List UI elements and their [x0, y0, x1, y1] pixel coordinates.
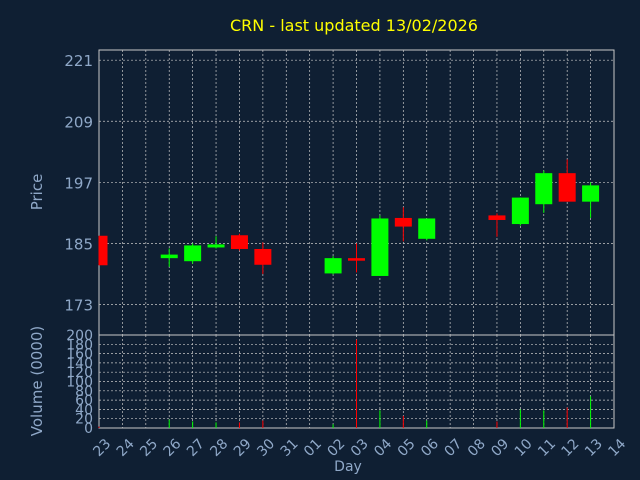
x-axis-label: Day [334, 459, 362, 475]
volume-y-tick-label: 20 [75, 412, 93, 428]
candle [371, 215, 389, 276]
x-tick-label: 12 [559, 436, 583, 460]
x-tick-label: 05 [395, 436, 419, 460]
x-tick-label: 10 [512, 436, 536, 460]
candle [184, 243, 202, 264]
candle [348, 243, 365, 273]
x-tick-label: 26 [161, 436, 185, 460]
candle [230, 233, 248, 251]
candle-body [160, 254, 178, 259]
price-y-tick-label: 185 [64, 235, 93, 253]
volume-y-tick-label: 200 [66, 328, 93, 344]
candle-body [324, 258, 342, 274]
volume-y-tick-label: 100 [66, 375, 93, 391]
candle [511, 197, 529, 226]
price-y-axis-label: Price [28, 174, 46, 211]
candle-body [184, 245, 202, 262]
x-tick-label: 29 [231, 436, 255, 460]
candle-body [394, 217, 412, 227]
volume-y-tick-label: 140 [66, 356, 93, 372]
candle-body [254, 248, 272, 265]
x-tick-label: 01 [301, 436, 325, 460]
x-tick-label: 09 [488, 436, 512, 460]
x-tick-label: 11 [535, 436, 559, 460]
candle-body [371, 218, 389, 276]
x-tick-label: 13 [582, 436, 606, 460]
candle-body [535, 173, 553, 205]
volume-y-tick-label: 0 [84, 421, 93, 437]
x-axis-ticks: 23 24 25 26 27 28 29 30 31 01 02 03 04 05 06 07 08 09 10 11… [90, 436, 629, 460]
candles [98, 159, 600, 276]
price-y-tick-label: 209 [64, 113, 93, 131]
x-tick-label: 04 [371, 436, 395, 460]
x-tick-label: 08 [465, 436, 489, 460]
candle [254, 242, 272, 274]
candle [535, 170, 553, 213]
price-grid [98, 50, 615, 335]
candle [394, 207, 412, 242]
x-tick-label: 31 [278, 436, 302, 460]
candle [582, 182, 600, 218]
candle-body [99, 235, 108, 266]
x-tick-label: 25 [137, 436, 161, 460]
volume-bars [98, 339, 592, 428]
x-tick-label: 30 [254, 436, 278, 460]
x-tick-label: 02 [324, 436, 348, 460]
price-y-tick-label: 173 [64, 296, 93, 314]
candle [324, 256, 342, 275]
price-y-ticks: 173 185 197 209 221 [64, 52, 93, 314]
price-y-tick-label: 197 [64, 174, 93, 192]
volume-y-tick-label: 60 [75, 393, 93, 409]
x-tick-label: 06 [418, 436, 442, 460]
candle-body [558, 173, 576, 202]
volume-y-tick-label: 120 [66, 365, 93, 381]
chart-title: CRN - last updated 13/02/2026 [230, 16, 478, 35]
volume-y-tick-label: 180 [66, 337, 93, 353]
candle [558, 159, 576, 202]
volume-y-tick-label: 40 [75, 402, 93, 418]
candle [98, 235, 108, 266]
candle [207, 236, 225, 249]
x-tick-label: 23 [90, 436, 114, 460]
candle-body [230, 235, 248, 249]
price-y-tick-label: 221 [64, 52, 93, 70]
candle [418, 218, 436, 241]
x-tick-label: 27 [184, 436, 208, 460]
x-tick-label: 03 [348, 436, 372, 460]
x-tick-label: 28 [207, 436, 231, 460]
volume-y-tick-label: 160 [66, 347, 93, 363]
candle-body [348, 258, 365, 261]
candle-body [488, 215, 506, 220]
candle [488, 213, 506, 237]
volume-y-tick-label: 80 [75, 384, 93, 400]
x-tick-label: 24 [114, 436, 138, 460]
candle [160, 248, 178, 267]
x-tick-label: 07 [442, 436, 466, 460]
volume-y-axis-label: Volume (0000) [28, 326, 46, 436]
candle-body [207, 244, 225, 248]
candle-body [511, 197, 529, 225]
candle-body [582, 185, 600, 202]
x-tick-label: 14 [605, 436, 629, 460]
price-panel: 173 185 197 209 221 Price [28, 49, 615, 336]
candle-body [418, 218, 436, 239]
